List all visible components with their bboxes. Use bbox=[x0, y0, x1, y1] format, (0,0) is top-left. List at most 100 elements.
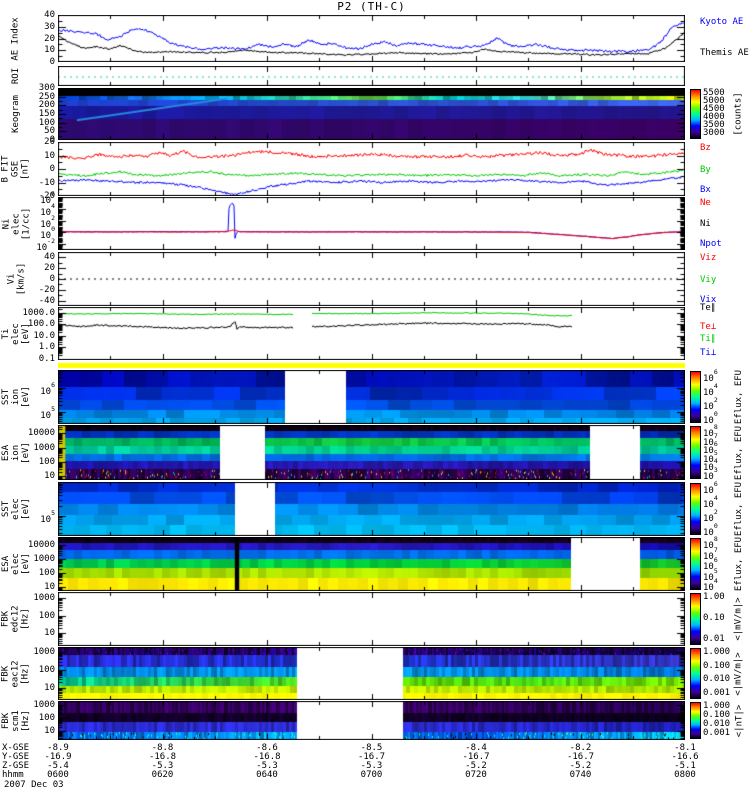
panel-ni_elec bbox=[58, 197, 685, 250]
xaxis-value-X-GSE-0: -8.9 bbox=[47, 743, 69, 753]
legend-ti_elec-1: Te⊥ bbox=[700, 321, 717, 332]
ytick-ni_elec-4: 10-2 bbox=[36, 237, 55, 254]
xaxis-value-Y-GSE-2: -16.8 bbox=[253, 752, 281, 762]
ytick-ti_elec-2: 10.0 bbox=[33, 330, 55, 341]
colorbar-tick-fbk_edc12-0: 1.00 bbox=[703, 592, 725, 602]
plot-canvas-b_fit bbox=[58, 142, 685, 196]
colorbar-tick-fbk_eac12-2: 0.010 bbox=[703, 674, 731, 685]
panel-vi bbox=[58, 252, 685, 306]
legend-b_fit-2: Bx bbox=[700, 185, 711, 196]
ytick-esa_elec-3: 10 bbox=[44, 581, 55, 592]
panel-ae_index bbox=[58, 15, 685, 62]
ytick-ti_elec-0: 1000.0 bbox=[22, 307, 55, 318]
colorbar-tick-esa_ion-2: 106 bbox=[703, 440, 718, 457]
panel-keogram bbox=[58, 88, 685, 140]
ytick-esa_elec-1: 1000 bbox=[33, 554, 55, 565]
ytick-esa_elec-2: 100 bbox=[38, 568, 55, 578]
panel-sst_elec bbox=[58, 482, 685, 536]
ytick-keogram-2: 200 bbox=[38, 100, 55, 111]
ytick-fbk_edc12-2: 10 bbox=[44, 628, 55, 639]
colorbar-fbk_edc12 bbox=[690, 593, 701, 645]
ytick-fbk_scm1-2: 10 bbox=[44, 725, 55, 736]
panel-esa_elec bbox=[58, 537, 685, 591]
xaxis-value-Y-GSE-6: -16.6 bbox=[671, 752, 699, 762]
panel-left-label-text-roi: ROI bbox=[10, 67, 21, 85]
plot-canvas-ni_elec bbox=[58, 197, 685, 250]
colorbar-tick-keogram-0: 5500 bbox=[703, 88, 725, 98]
legend-b_fit-0: Bz bbox=[700, 143, 711, 154]
ytick-ae_index-0: 40 bbox=[44, 10, 55, 20]
colorbar-esa_ion bbox=[690, 426, 701, 479]
ytick-ti_elec-3: 1.0 bbox=[38, 342, 55, 353]
colorbar-sst_elec bbox=[690, 483, 701, 535]
legend-ae_index-0: Kyoto AE bbox=[700, 17, 744, 28]
xaxis-value-X-GSE-3: -8.5 bbox=[360, 743, 383, 753]
colorbar-unit-text-esa_elec: Eflux, EFU bbox=[734, 536, 744, 592]
xaxis-value-Z-GSE-5: -5.2 bbox=[569, 761, 592, 771]
panel-left-label-sst_elec: SST elec [eV] bbox=[0, 482, 32, 536]
xaxis-value-hhmm-4: 0720 bbox=[465, 770, 487, 780]
colorbar-unit-sst_ion: Eflux, EFU bbox=[731, 370, 747, 424]
plot-canvas-roi bbox=[58, 66, 685, 86]
ytick-keogram-5: 50 bbox=[44, 126, 55, 137]
xaxis-value-Z-GSE-2: -5.3 bbox=[256, 761, 278, 771]
colorbar-tick-sst_elec-1: 104 bbox=[703, 494, 718, 510]
xaxis-row-label-X-GSE: X-GSE bbox=[2, 743, 30, 753]
ytick-esa_ion-1: 1000 bbox=[33, 442, 55, 453]
colorbar-tick-fbk_scm1-1: 0.100 bbox=[703, 710, 731, 720]
ytick-ti_elec-1: 100.0 bbox=[27, 319, 55, 330]
colorbar-tick-keogram-4: 3500 bbox=[703, 120, 725, 130]
xaxis-value-X-GSE-6: -8.1 bbox=[674, 743, 696, 753]
xaxis-row-label-Y-GSE: Y-GSE bbox=[2, 752, 30, 762]
panel-esa_ion bbox=[58, 425, 685, 480]
ytick-b_fit-3: -10 bbox=[38, 177, 55, 188]
ytick-fbk_eac12-2: 10 bbox=[44, 682, 55, 693]
date-label: 2007 Dec 03 bbox=[4, 780, 64, 790]
ytick-keogram-4: 100 bbox=[38, 117, 55, 128]
ytick-ni_elec-0: 106 bbox=[40, 190, 55, 206]
plot-canvas-flags bbox=[58, 362, 685, 369]
plot-canvas-fbk_edc12 bbox=[58, 592, 685, 646]
xaxis-value-Z-GSE-6: -5.1 bbox=[674, 761, 696, 771]
plot-title: P2 (TH-C) bbox=[337, 0, 406, 13]
panel-fbk_eac12 bbox=[58, 647, 685, 700]
colorbar-unit-fbk_scm1: <|nT|> bbox=[731, 701, 747, 740]
colorbar-tick-fbk_eac12-3: 0.001 bbox=[703, 688, 731, 698]
xaxis-row-label-Z-GSE: Z-GSE bbox=[2, 761, 30, 771]
plot-canvas-keogram bbox=[58, 88, 685, 140]
ytick-fbk_eac12-1: 100 bbox=[38, 665, 55, 676]
colorbar-unit-text-sst_ion: Eflux, EFU bbox=[734, 369, 744, 425]
ytick-keogram-6: 0 bbox=[49, 135, 55, 145]
colorbar-unit-sst_elec: Eflux, EFU bbox=[731, 482, 747, 536]
legend-ni_elec-0: Ne bbox=[700, 198, 711, 209]
xaxis-value-X-GSE-1: -8.8 bbox=[151, 743, 174, 753]
ytick-ae_index-3: 10 bbox=[44, 45, 55, 56]
ytick-esa_ion-0: 10000 bbox=[27, 428, 55, 439]
legend-vi-0: Viz bbox=[700, 253, 717, 264]
legend-ni_elec-1: Ni bbox=[700, 219, 711, 230]
colorbar-keogram bbox=[690, 89, 701, 139]
colorbar-tick-keogram-1: 5000 bbox=[703, 96, 725, 106]
legend-ti_elec-0: Te∥ bbox=[700, 302, 716, 313]
colorbar-tick-fbk_scm1-2: 0.010 bbox=[703, 719, 731, 729]
colorbar-tick-fbk_scm1-0: 1.000 bbox=[703, 701, 731, 711]
plot-canvas-fbk_scm1 bbox=[58, 701, 685, 740]
panel-flags bbox=[58, 362, 685, 369]
xaxis-value-X-GSE-2: -8.6 bbox=[256, 743, 278, 753]
panel-ti_elec bbox=[58, 307, 685, 360]
colorbar-tick-esa_ion-4: 104 bbox=[703, 457, 718, 474]
ytick-b_fit-2: 0 bbox=[49, 164, 55, 174]
ytick-ae_index-2: 20 bbox=[44, 33, 55, 44]
colorbar-unit-fbk_edc12: <|mV/m|> bbox=[731, 592, 747, 646]
ytick-keogram-0: 300 bbox=[38, 83, 55, 93]
colorbar-esa_elec bbox=[690, 538, 701, 590]
panel-b_fit bbox=[58, 142, 685, 196]
colorbar-tick-fbk_edc12-2: 0.01 bbox=[703, 634, 725, 644]
xaxis-value-hhmm-0: 0600 bbox=[47, 770, 69, 780]
colorbar-tick-fbk_eac12-1: 0.100 bbox=[703, 660, 731, 671]
ytick-ae_index-1: 30 bbox=[44, 21, 55, 32]
colorbar-fbk_scm1 bbox=[690, 702, 701, 739]
ytick-vi-3: -20 bbox=[38, 284, 55, 295]
colorbar-tick-esa_elec-2: 106 bbox=[703, 556, 718, 572]
ytick-esa_ion-3: 10 bbox=[44, 470, 55, 481]
